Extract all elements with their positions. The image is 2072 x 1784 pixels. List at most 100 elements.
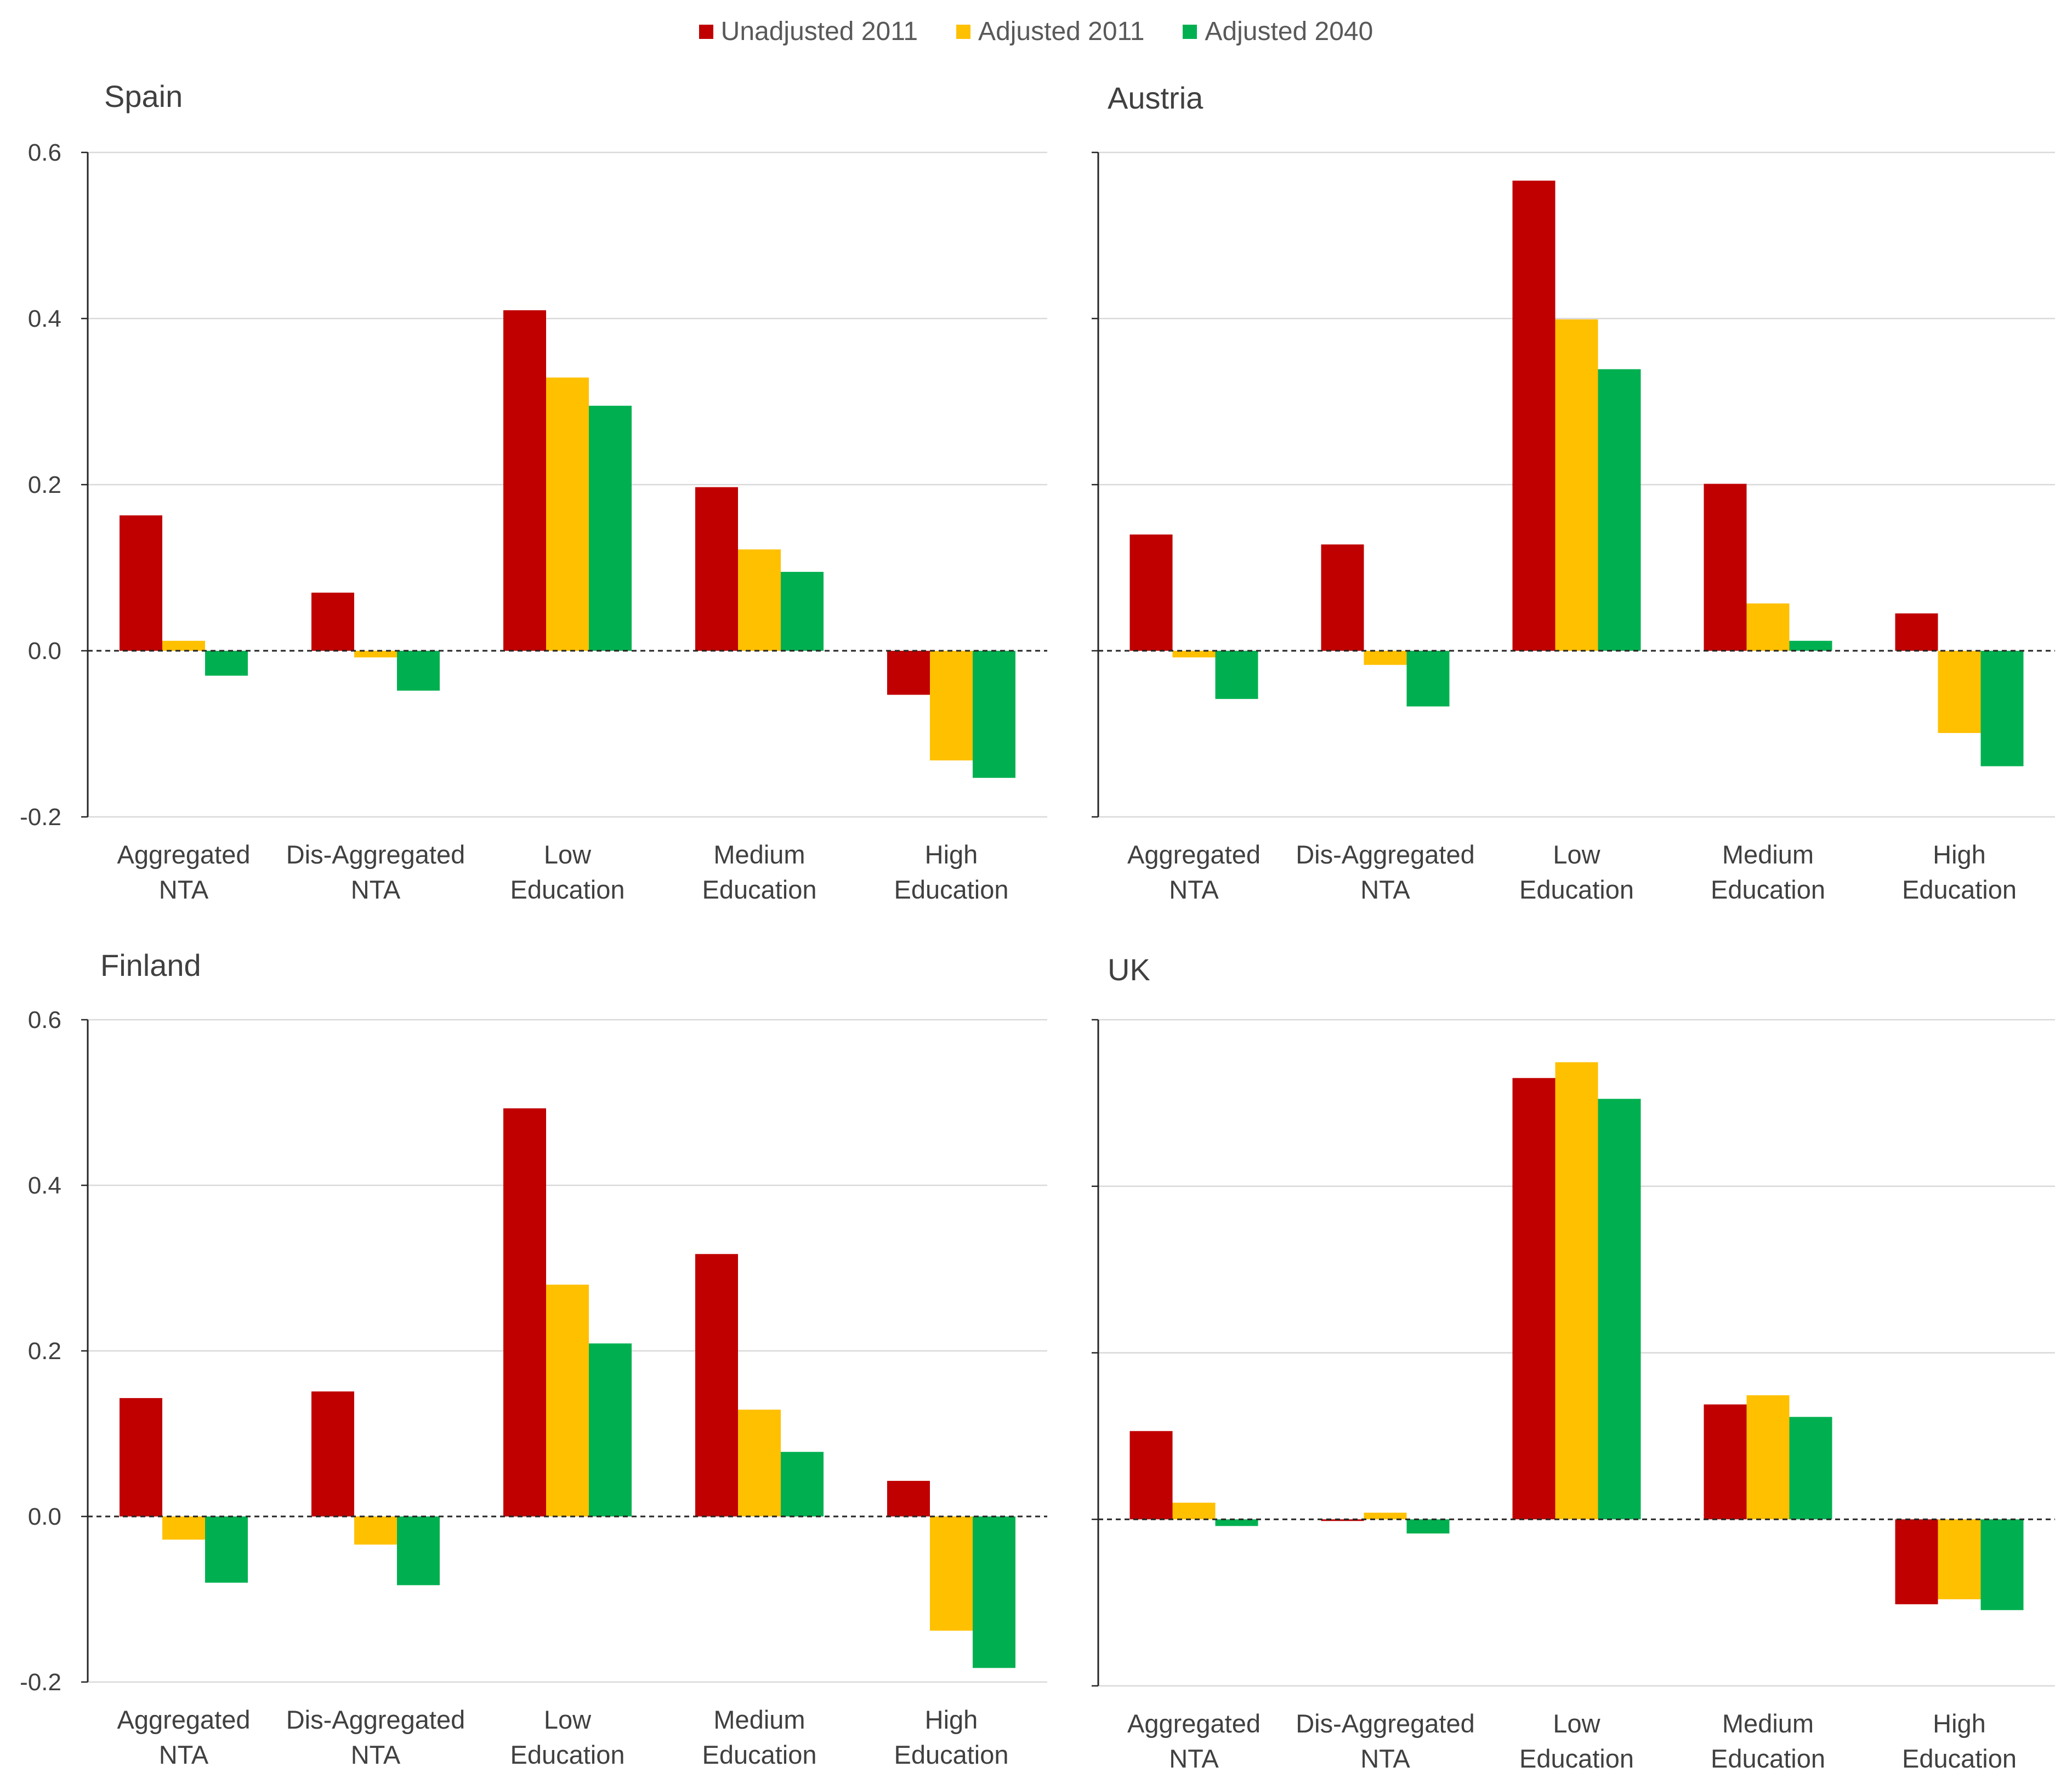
x-category-label: Low Education [1519, 840, 1634, 904]
panel-title: Spain [104, 79, 183, 113]
bar-unadjusted-2011 [1895, 1519, 1938, 1605]
bar-adjusted-2040 [1215, 1519, 1258, 1526]
x-category-label-line: Aggregated [117, 840, 250, 869]
x-category-label-line: NTA [1360, 875, 1410, 904]
bar-unadjusted-2011 [503, 310, 546, 651]
bar-unadjusted-2011 [503, 1108, 546, 1516]
bar-adjusted-2011 [1746, 603, 1790, 651]
y-tick-label: 0.4 [28, 1172, 61, 1199]
bar-unadjusted-2011 [1321, 1519, 1364, 1521]
bar-unadjusted-2011 [120, 1398, 162, 1516]
legend-label: Adjusted 2040 [1205, 17, 1373, 46]
x-category-label-line: NTA [351, 1740, 401, 1769]
y-tick-label: 0.6 [28, 139, 61, 166]
bar-unadjusted-2011 [695, 487, 738, 651]
bar-adjusted-2011 [738, 549, 781, 651]
panel-title: Finland [100, 948, 201, 982]
bar-unadjusted-2011 [1129, 1431, 1173, 1520]
x-category-label: High Education [1902, 1709, 2017, 1773]
x-category-label-line: Education [510, 1740, 625, 1769]
x-category-label: High Education [894, 840, 1008, 904]
x-category-label-line: Medium [1722, 840, 1814, 869]
x-category-label-line: Medium [713, 1705, 805, 1734]
bar-adjusted-2040 [973, 1516, 1015, 1668]
y-tick-label: 0.2 [28, 471, 61, 498]
bar-adjusted-2011 [1746, 1395, 1790, 1520]
bar-unadjusted-2011 [887, 651, 930, 695]
y-tick-label: 0.0 [28, 638, 61, 664]
y-tick-label: 0.0 [28, 1503, 61, 1530]
x-category-label: Medium Education [1711, 1709, 1825, 1773]
bar-adjusted-2040 [781, 572, 824, 651]
y-tick-label: -0.2 [20, 1669, 61, 1696]
bar-adjusted-2040 [589, 406, 632, 651]
x-category-label-line: Aggregated [1127, 1709, 1261, 1738]
x-category-label: Dis-Aggregated NTA [1296, 1709, 1475, 1773]
bar-unadjusted-2011 [1321, 544, 1364, 651]
bar-adjusted-2040 [1789, 1417, 1832, 1520]
bar-adjusted-2011 [162, 1516, 205, 1540]
y-tick-label: 0.2 [28, 1338, 61, 1365]
bar-adjusted-2040 [1980, 1519, 2024, 1610]
x-category-label: Dis-Aggregated NTA [286, 1705, 466, 1769]
bar-adjusted-2040 [1598, 1099, 1641, 1520]
x-category-label-line: Low [544, 1705, 592, 1734]
x-category-label-line: Education [702, 1740, 816, 1769]
bar-adjusted-2040 [1406, 651, 1450, 707]
panel-title: UK [1108, 952, 1150, 987]
bar-adjusted-2040 [1406, 1519, 1450, 1534]
x-category-label-line: High [1933, 840, 1986, 869]
bar-adjusted-2040 [781, 1452, 824, 1516]
x-category-label-line: NTA [1360, 1744, 1410, 1773]
bar-adjusted-2011 [1555, 1062, 1598, 1520]
x-category-label-line: Dis-Aggregated [286, 840, 466, 869]
x-category-label: High Education [1902, 840, 2017, 904]
x-category-label-line: High [925, 840, 978, 869]
bar-adjusted-2011 [738, 1410, 781, 1516]
bar-adjusted-2011 [1938, 1519, 1981, 1600]
x-category-label-line: Dis-Aggregated [286, 1705, 466, 1734]
x-category-label-line: Education [1519, 875, 1634, 904]
x-category-label-line: Education [894, 875, 1008, 904]
bar-adjusted-2040 [589, 1343, 632, 1516]
x-category-label-line: Low [544, 840, 592, 869]
bar-adjusted-2011 [930, 1516, 973, 1631]
bar-unadjusted-2011 [887, 1481, 930, 1516]
bar-adjusted-2040 [205, 651, 248, 676]
x-category-label: Dis-Aggregated NTA [286, 840, 466, 904]
bar-unadjusted-2011 [120, 515, 162, 651]
bar-adjusted-2011 [1938, 651, 1981, 733]
bar-unadjusted-2011 [311, 1391, 354, 1516]
bar-unadjusted-2011 [695, 1254, 738, 1516]
x-category-label-line: Low [1553, 840, 1600, 869]
x-category-label-line: NTA [351, 875, 401, 904]
bar-adjusted-2040 [1598, 369, 1641, 651]
panel-austria: Austria Aggregated NTA Dis-Aggregated NTA Low… [1092, 81, 2055, 904]
bar-unadjusted-2011 [1895, 613, 1938, 651]
legend-swatch-red [699, 24, 713, 39]
legend-item-adjusted-2040: Adjusted 2040 [1183, 16, 1373, 47]
bar-adjusted-2040 [973, 651, 1015, 778]
bar-adjusted-2040 [1980, 651, 2024, 766]
x-category-label-line: High [925, 1705, 978, 1734]
legend-swatch-yellow [956, 24, 971, 39]
bar-adjusted-2011 [930, 651, 973, 760]
x-category-label: Medium Education [702, 840, 816, 904]
bar-unadjusted-2011 [1704, 484, 1747, 651]
x-category-label-line: NTA [1169, 1744, 1219, 1773]
x-category-label-line: Education [1711, 875, 1825, 904]
bar-adjusted-2011 [162, 640, 205, 651]
chart-legend: Unadjusted 2011 Adjusted 2011 Adjusted 2… [0, 16, 2072, 47]
x-category-label-line: Education [1902, 875, 2017, 904]
bar-adjusted-2011 [354, 1516, 397, 1545]
x-category-label-line: Low [1553, 1709, 1600, 1738]
x-category-label-line: NTA [159, 875, 209, 904]
bar-adjusted-2040 [397, 651, 440, 691]
bar-adjusted-2011 [1172, 651, 1216, 658]
bar-unadjusted-2011 [1704, 1404, 1747, 1520]
x-category-label-line: Medium [1722, 1709, 1814, 1738]
legend-label: Adjusted 2011 [978, 17, 1145, 46]
x-category-label: Medium Education [702, 1705, 816, 1769]
